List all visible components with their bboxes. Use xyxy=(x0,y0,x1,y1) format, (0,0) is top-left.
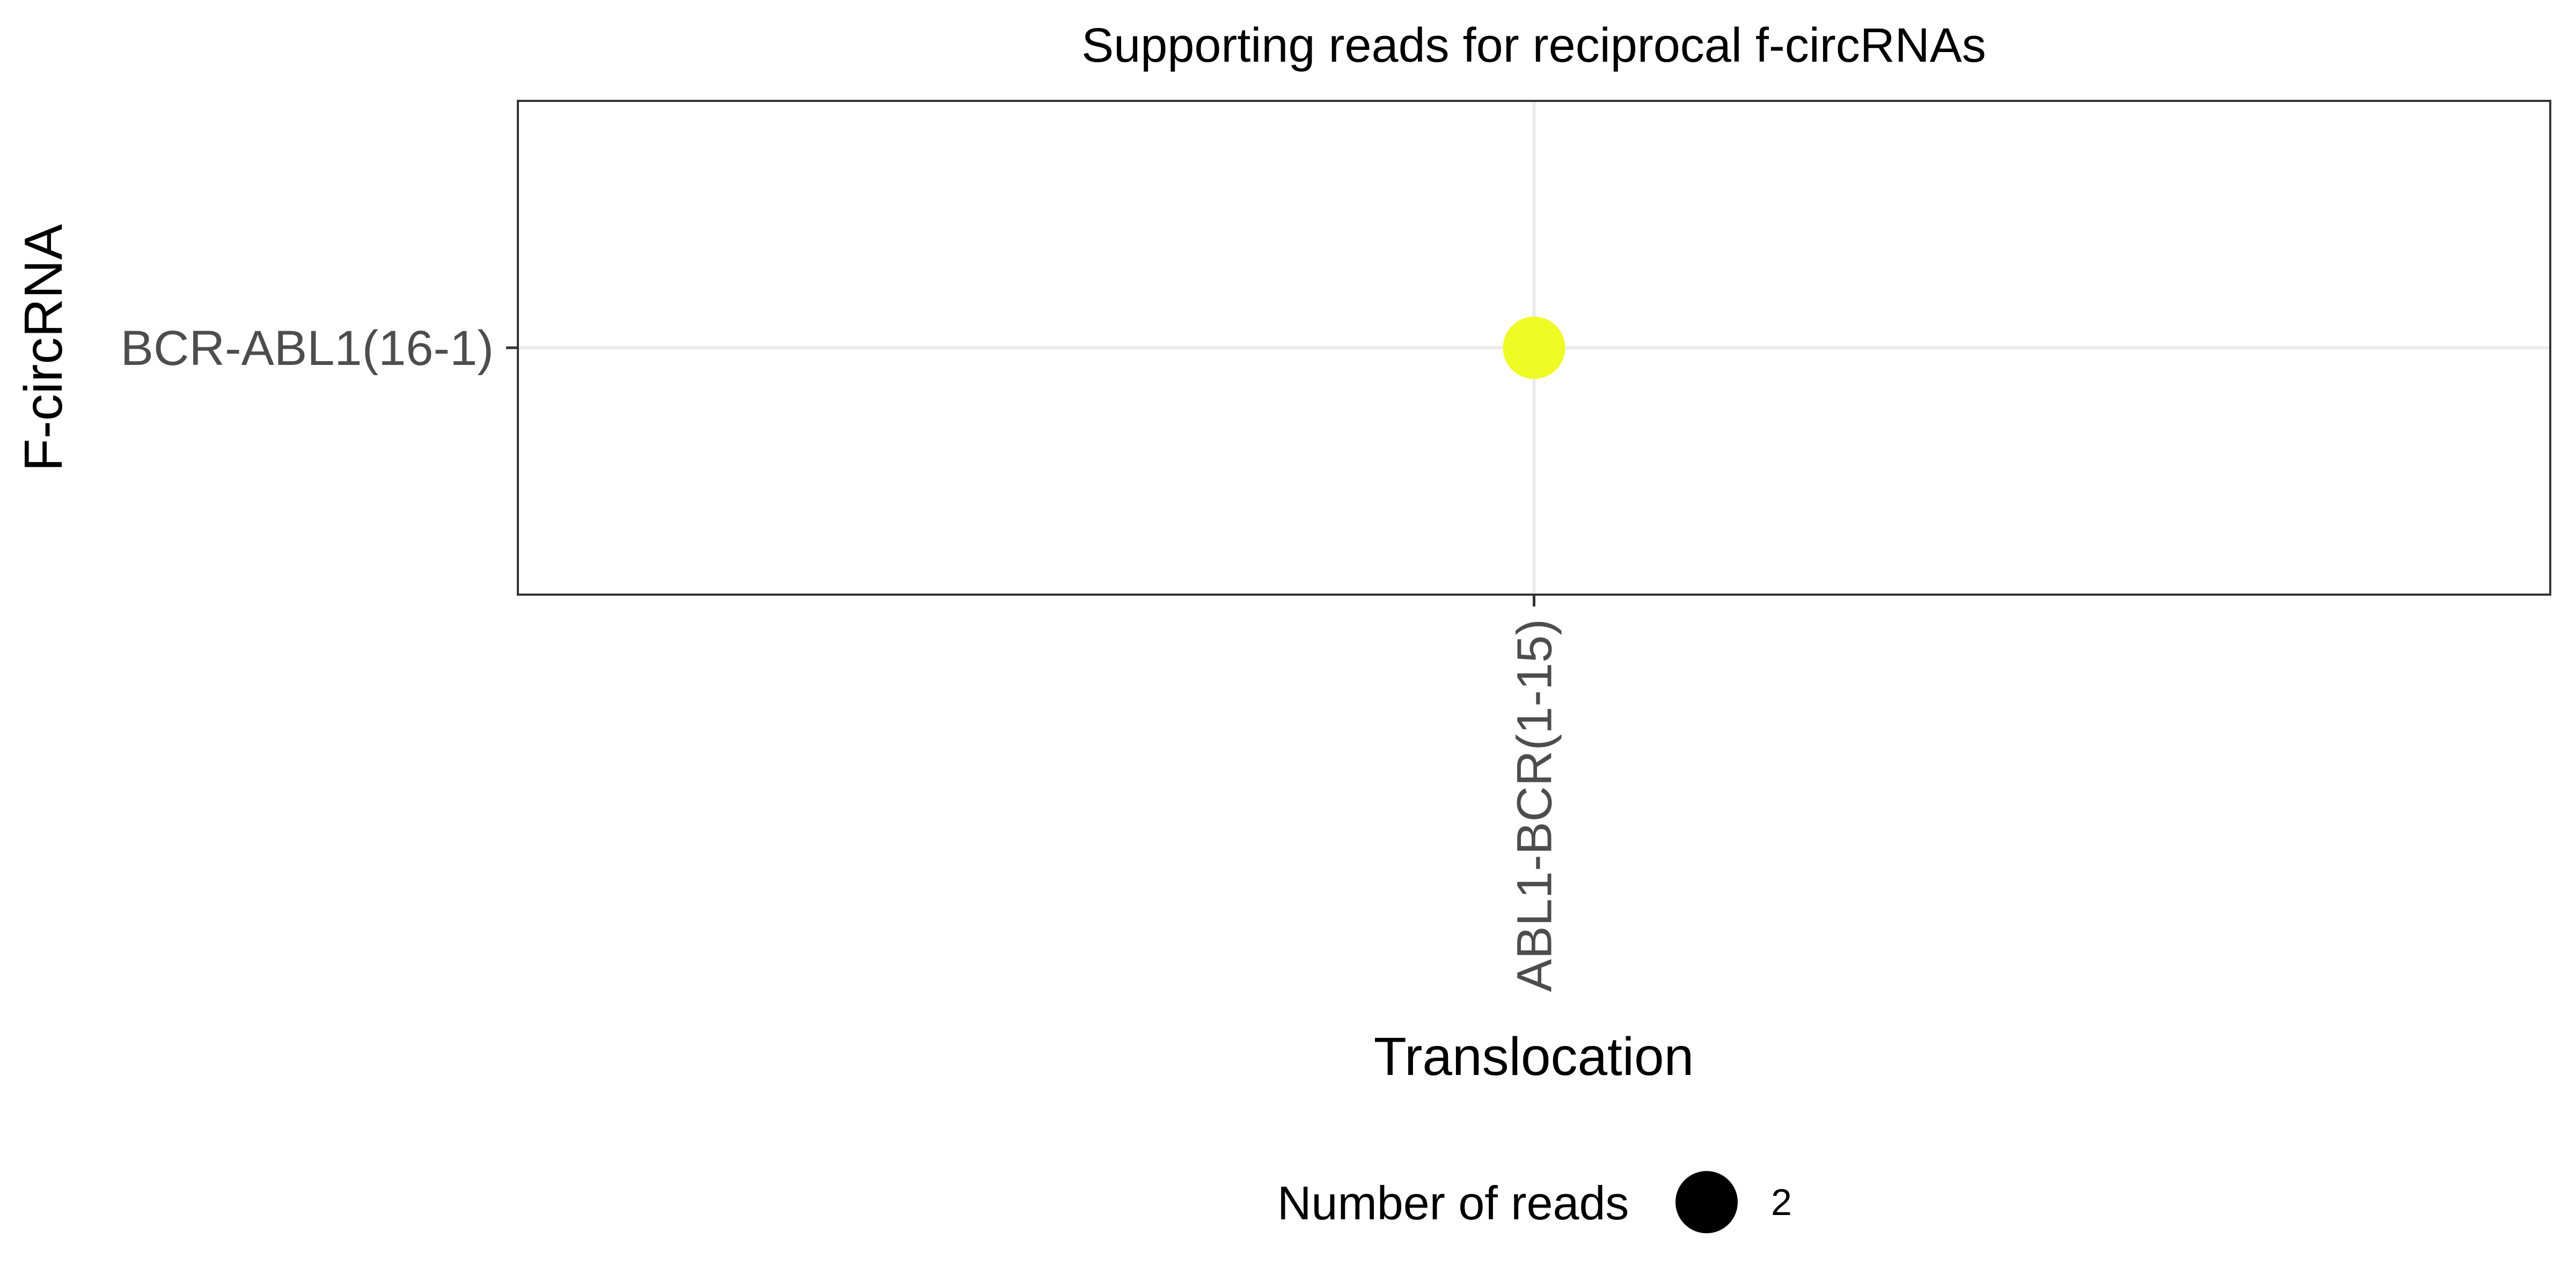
legend: Number of reads 2 xyxy=(1277,1171,1792,1233)
legend-key-label: 2 xyxy=(1771,1181,1792,1223)
legend-title: Number of reads xyxy=(1277,1176,1629,1230)
x-axis-title: Translocation xyxy=(1374,1027,1694,1087)
y-tick-label: BCR-ABL1(16-1) xyxy=(121,321,494,376)
axis-ticks: BCR-ABL1(16-1) ABL1-BCR(1-15) xyxy=(121,321,1562,992)
data-points xyxy=(1503,317,1565,379)
x-tick-label: ABL1-BCR(1-15) xyxy=(1507,619,1562,992)
data-point xyxy=(1503,317,1565,379)
legend-key-symbol xyxy=(1675,1171,1738,1233)
chart-title: Supporting reads for reciprocal f-circRN… xyxy=(1081,19,1986,72)
y-axis-title: F-circRNA xyxy=(13,224,74,471)
